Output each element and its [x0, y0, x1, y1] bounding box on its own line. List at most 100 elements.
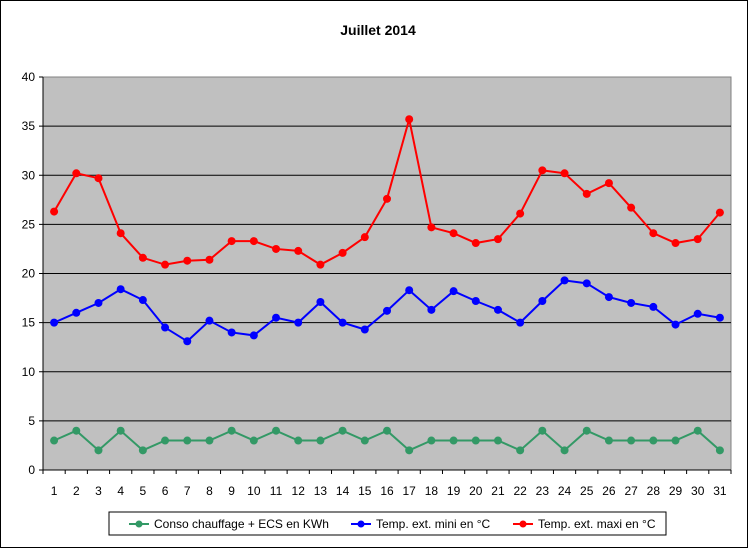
data-point [449, 436, 458, 445]
x-tick-label: 2 [73, 484, 80, 498]
data-point [427, 436, 436, 445]
data-point [383, 194, 391, 203]
x-tick-label: 6 [162, 484, 169, 498]
x-tick-label: 31 [713, 484, 727, 498]
data-point [138, 296, 147, 305]
data-point [671, 239, 680, 248]
data-point [471, 297, 480, 306]
data-point [627, 298, 636, 307]
x-tick-label: 28 [647, 484, 661, 498]
data-point [138, 446, 147, 455]
x-tick-label: 12 [292, 484, 306, 498]
data-point [294, 436, 303, 445]
data-point [560, 446, 569, 455]
data-point [249, 331, 258, 340]
data-point [360, 436, 369, 445]
legend-label-0: Conso chauffage + ECS en KWh [154, 517, 329, 531]
x-tick-label: 4 [117, 484, 124, 498]
data-point [72, 426, 81, 435]
x-tick-label: 24 [558, 484, 572, 498]
series-lines [50, 115, 724, 455]
data-point [449, 229, 458, 238]
data-point [227, 237, 236, 246]
data-point [272, 313, 281, 322]
x-tick-label: 14 [336, 484, 350, 498]
data-point [649, 229, 658, 238]
x-tick-label: 22 [513, 484, 527, 498]
data-point [338, 248, 347, 257]
data-point [205, 436, 214, 445]
legend-label-2: Temp. ext. maxi en °C [538, 517, 656, 531]
data-point [161, 260, 170, 269]
data-point [516, 209, 525, 218]
legend-box [108, 511, 667, 536]
x-tick-label: 21 [491, 484, 505, 498]
x-tick-label: 7 [184, 484, 191, 498]
data-point [294, 246, 303, 255]
x-tick-label: 1 [51, 484, 58, 498]
data-point [316, 436, 325, 445]
data-point [383, 426, 391, 435]
y-tick-label: 25 [22, 217, 36, 231]
data-point [538, 297, 547, 306]
data-point [560, 276, 569, 285]
data-point [272, 426, 281, 435]
x-tick-label: 23 [536, 484, 550, 498]
data-point [604, 179, 613, 188]
data-point [138, 253, 147, 262]
data-point [183, 256, 192, 265]
data-point [627, 203, 636, 212]
x-tick-label: 15 [358, 484, 372, 498]
data-point [471, 436, 480, 445]
legend-marker-2 [519, 520, 527, 528]
data-point [538, 166, 547, 175]
data-point [116, 285, 125, 294]
data-point [493, 235, 502, 244]
data-point [671, 320, 680, 329]
x-tick-label: 9 [228, 484, 235, 498]
data-point [360, 325, 369, 334]
x-tick-label: 3 [95, 484, 102, 498]
data-point [582, 279, 591, 288]
data-point [671, 436, 680, 445]
data-point [649, 436, 658, 445]
data-point [183, 337, 192, 346]
x-tick-label: 11 [270, 484, 283, 498]
data-point [604, 436, 613, 445]
data-point [116, 426, 125, 435]
data-point [516, 318, 525, 327]
data-point [338, 318, 347, 327]
data-point [604, 293, 613, 302]
data-point [94, 446, 103, 455]
data-point [715, 446, 724, 455]
data-point [116, 229, 125, 238]
data-point [427, 305, 436, 314]
chart-title: Juillet 2014 [340, 22, 416, 38]
data-point [560, 169, 569, 178]
data-point [272, 244, 281, 253]
data-point [493, 305, 502, 314]
y-tick-label: 20 [22, 267, 36, 281]
x-tick-label: 29 [669, 484, 683, 498]
data-point [627, 436, 636, 445]
data-point [205, 255, 214, 264]
data-point [582, 426, 591, 435]
y-tick-label: 0 [28, 463, 35, 477]
x-tick-label: 26 [602, 484, 616, 498]
data-point [161, 323, 170, 332]
x-tick-label: 20 [469, 484, 483, 498]
data-point [50, 318, 59, 327]
data-point [383, 306, 391, 315]
x-tick-label: 10 [247, 484, 261, 498]
data-point [715, 208, 724, 217]
data-point [693, 309, 702, 318]
data-point [294, 318, 303, 327]
data-point [72, 169, 81, 178]
data-point [338, 426, 347, 435]
data-point [72, 308, 81, 317]
data-point [649, 302, 658, 311]
data-point [405, 446, 414, 455]
